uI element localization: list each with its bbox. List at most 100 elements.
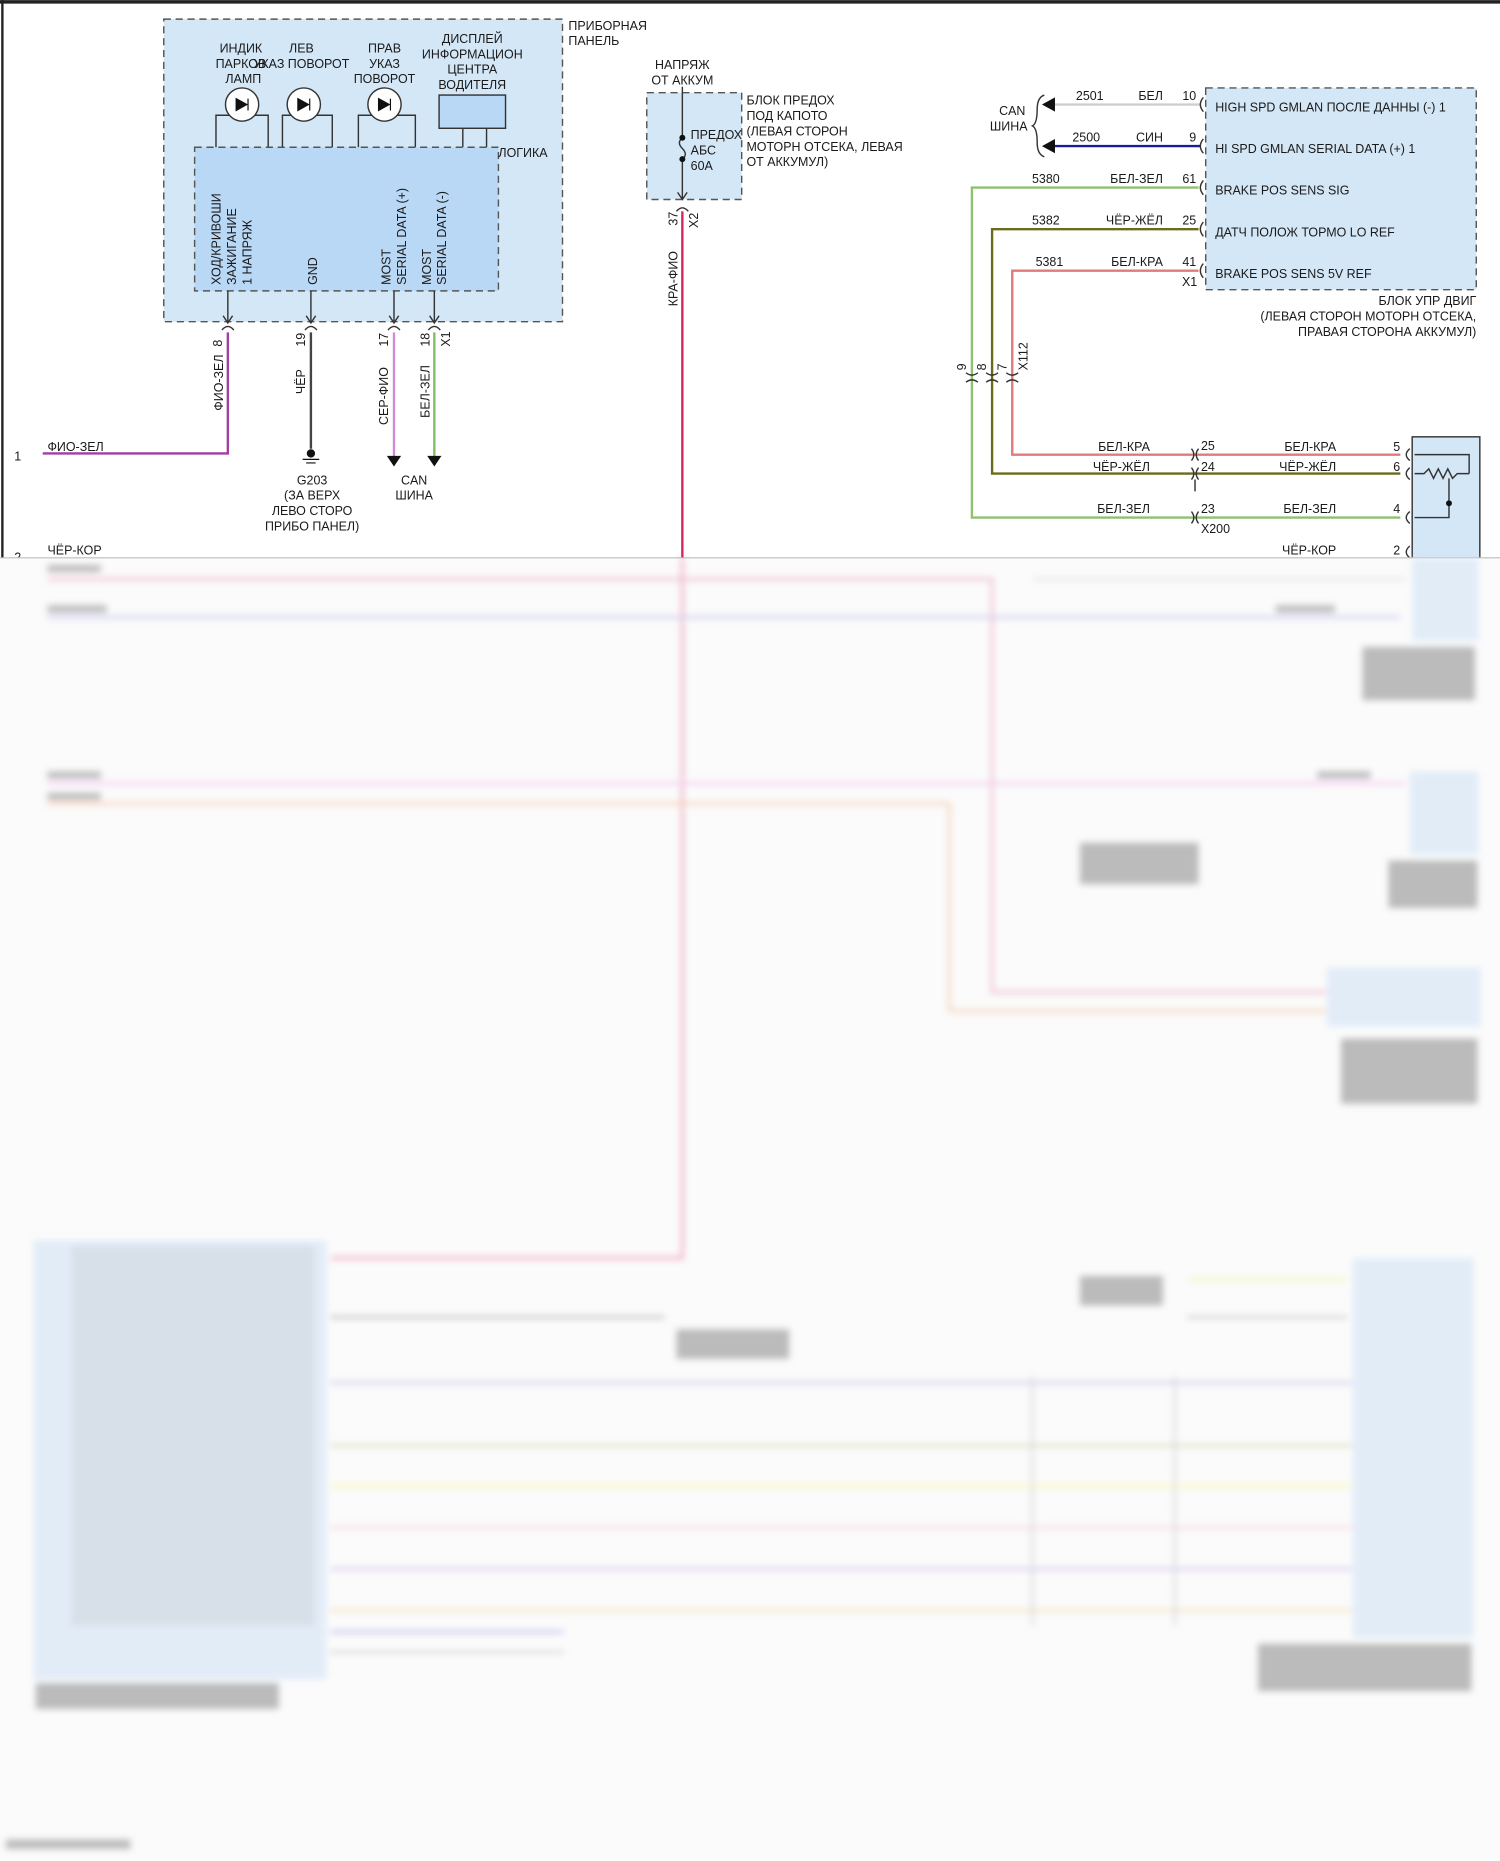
wire-violet-green — [42, 332, 230, 455]
wire-color-label: БЕЛ-ЗЕЛ — [419, 365, 433, 418]
circuit-number: 5380 — [1032, 172, 1060, 186]
engine-control-module: БЛОК УПР ДВИГ (ЛЕВАЯ СТОРОН МОТОРН ОТСЕК… — [1182, 87, 1477, 339]
pin-label: ХОД/КРИВОШИ — [210, 193, 224, 285]
fuse-label: ПРЕДОХ — [691, 128, 743, 142]
wire-color-label: ЧЁР-КОР — [47, 543, 101, 557]
wire-color-label: БЕЛ-ЗЕЛ — [1097, 502, 1150, 516]
led-icon — [367, 87, 402, 122]
pin-number: 25 — [1201, 439, 1215, 453]
can-bus-label: CAN — [401, 473, 427, 487]
circuit-number: 5382 — [1032, 213, 1060, 227]
fuse-block-title: БЛОК ПРЕДОХ — [746, 94, 835, 108]
connector-label: X1 — [439, 331, 453, 346]
pin-number: 37 — [667, 212, 681, 226]
pin-number: 17 — [377, 333, 391, 347]
pin-label: MOST — [379, 249, 393, 285]
wire-color-label: ЧЁР-ЖЁЛ — [1093, 460, 1150, 474]
wire-color-label: ФИО-ЗЕЛ — [212, 354, 226, 410]
instrument-panel-title-2: ПАНЕЛЬ — [568, 34, 619, 48]
pin-number: 61 — [1182, 172, 1196, 186]
ecm-title: (ЛЕВАЯ СТОРОН МОТОРН ОТСЕКА, — [1260, 310, 1476, 324]
led-icon — [224, 87, 260, 122]
wire-color-label: БЕЛ-КРА — [1111, 255, 1164, 269]
pin-number: 8 — [211, 340, 225, 347]
fuse-label: 60А — [691, 159, 714, 173]
park-lamp-label: ИНДИК — [220, 41, 263, 55]
pin-number: 5 — [1393, 440, 1400, 454]
pin-number: 23 — [1201, 502, 1215, 516]
ecm-pin-label: BRAKE POS SENS SIG — [1215, 184, 1349, 198]
wire-color-label: БЕЛ-КРА — [1098, 440, 1151, 454]
pin-number: 10 — [1182, 89, 1196, 103]
wire-color-label: БЕЛ-КРА — [1284, 440, 1337, 454]
pin-label: SERIAL DATA (-) — [435, 191, 449, 285]
row-number: 1 — [14, 450, 21, 464]
ecm-pin-label: HIGH SPD GMLAN ПОСЛЕ ДАННЫ (-) 1 — [1215, 101, 1446, 115]
brake-position-sensor — [1405, 436, 1481, 569]
wire-color-label: КРА-ФИО — [667, 251, 681, 307]
wire-color-label: БЕЛ-ЗЕЛ — [1283, 502, 1336, 516]
wire-color-label: СИН — [1136, 130, 1163, 144]
pin-number: 7 — [995, 363, 1009, 370]
instrument-panel-title-1: ПРИБОРНАЯ — [568, 19, 647, 33]
display-label: ВОДИТЕЛЯ — [438, 78, 506, 92]
fuse-label: АБС — [691, 143, 716, 157]
left-turn-label: ЛЕВ — [289, 41, 314, 55]
brace — [1030, 94, 1045, 158]
pin-number: 8 — [975, 363, 989, 370]
underhood-fuse-block: НАПРЯЖ ОТ АККУМ ПРЕДОХ АБС 60А БЛОК ПРЕД… — [646, 58, 903, 212]
x200-connector: БЕЛ-КРА ЧЁР-ЖЁЛ БЕЛ-ЗЕЛ 25 24 23 X200 БЕ… — [1093, 439, 1400, 557]
instrument-panel-module: ПРИБОРНАЯ ПАНЕЛЬ ИНДИК ПАРКОВ ЛАМП ЛЕВ У… — [163, 18, 647, 331]
circuit-number: 5381 — [1036, 255, 1064, 269]
wire-color-label: БЕЛ-ЗЕЛ — [1110, 172, 1163, 186]
supply-label: НАПРЯЖ — [655, 58, 710, 72]
wire-white-red — [1011, 269, 1401, 456]
wire-color-label: СЕР-ФИО — [377, 367, 391, 425]
pin-label: 1 НАПРЯЖ — [241, 219, 255, 285]
wire-color-label: ЧЁР — [294, 369, 308, 394]
circuit-number: 2501 — [1076, 89, 1104, 103]
ecm-title: ПРАВАЯ СТОРОНА АККУМУЛ) — [1298, 325, 1476, 339]
arrow-left-icon — [1041, 97, 1055, 154]
fuse-icon — [678, 137, 687, 160]
ground-icon — [302, 449, 320, 464]
connector-label: X200 — [1201, 522, 1230, 536]
pin-number: 9 — [1189, 130, 1196, 144]
fuse-block-title: ОТ АККУМУЛ) — [746, 155, 828, 169]
pin-number: 24 — [1201, 460, 1215, 474]
supply-label: ОТ АККУМ — [651, 73, 713, 87]
led-icon — [286, 87, 322, 122]
pin-label: ЗАЖИГАНИЕ — [225, 208, 239, 285]
wire-color-label: ЧЁР-КОР — [1282, 543, 1336, 557]
ecm-pin-label: BRAKE POS SENS 5V REF — [1215, 267, 1372, 281]
x112-connector: 9 8 7 X112 — [955, 342, 1031, 383]
ground-label: G203 — [297, 473, 328, 487]
fuse-block-title: ПОД КАПОТО — [746, 109, 827, 123]
pin-label: GND — [306, 257, 320, 285]
display-label: ДИСПЛЕЙ — [442, 31, 503, 46]
logic-label: ЛОГИКА — [498, 146, 548, 160]
fuse-block-title: (ЛЕВАЯ СТОРОН — [746, 124, 847, 138]
fuse-block-title: МОТОРН ОТСЕКА, ЛЕВАЯ — [746, 140, 902, 154]
pin-number: 18 — [419, 333, 433, 347]
display-label: ИНФОРМАЦИОН — [422, 47, 523, 61]
pin-label: SERIAL DATA (+) — [395, 188, 409, 285]
wire-color-label: БЕЛ — [1138, 89, 1163, 103]
connector-label: X1 — [1182, 275, 1197, 289]
pin-number: 41 — [1182, 255, 1196, 269]
wire-color-label: ФИО-ЗЕЛ — [47, 440, 103, 454]
ground-label: ПРИБО ПАНЕЛ) — [265, 520, 359, 534]
pin-number: 25 — [1182, 213, 1196, 227]
connector-label: X112 — [1017, 342, 1031, 370]
pin-number: 9 — [955, 363, 969, 370]
wire-color-label: ЧЁР-ЖЁЛ — [1279, 460, 1336, 474]
display-label: ЦЕНТРА — [447, 63, 498, 77]
display-icon — [438, 94, 507, 129]
blurred-diagram-section — [0, 557, 1500, 1861]
pin-number: 6 — [1393, 460, 1400, 474]
ground-label: ЛЕВО СТОРО — [272, 504, 353, 518]
left-turn-label: УКАЗ ПОВОРОТ — [253, 57, 349, 71]
wire-color-label: ЧЁР-ЖЁЛ — [1106, 213, 1163, 227]
ecm-pin-label: HI SPD GMLAN SERIAL DATA (+) 1 — [1215, 142, 1415, 156]
